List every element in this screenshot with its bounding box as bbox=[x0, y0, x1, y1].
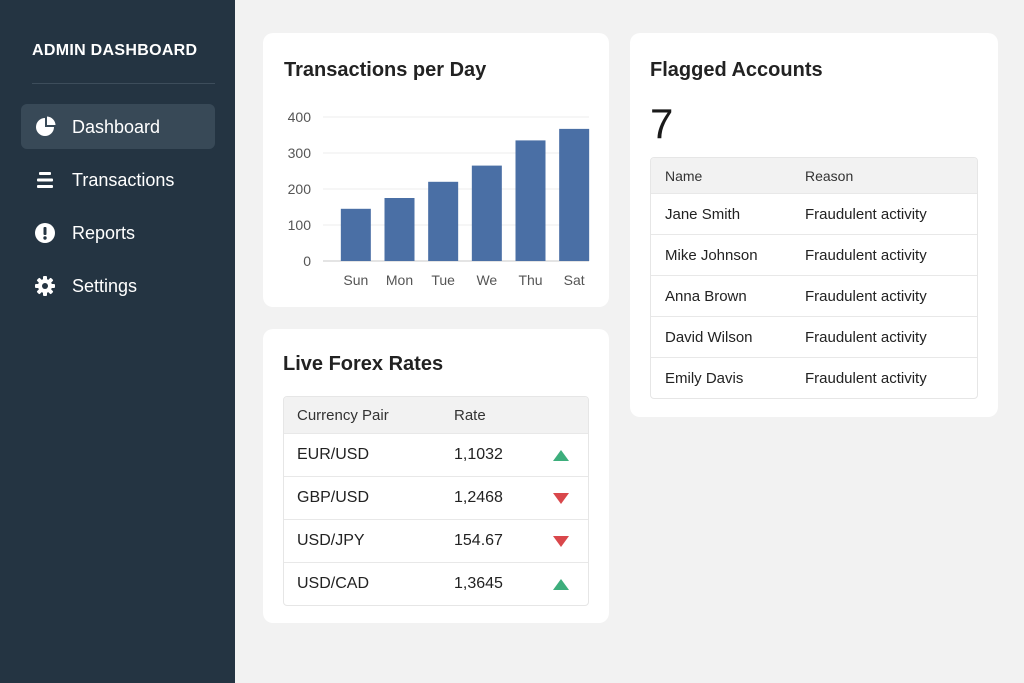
flag-reason: Fraudulent activity bbox=[805, 328, 927, 346]
card-title: Flagged Accounts bbox=[650, 59, 823, 81]
pie-chart-icon bbox=[34, 116, 56, 138]
bar-sat bbox=[559, 128, 590, 261]
table-row[interactable]: Mike Johnson Fraudulent activity bbox=[651, 234, 977, 275]
x-tick-label: Tue bbox=[431, 272, 455, 288]
bar-thu bbox=[515, 140, 546, 261]
trend-down-icon bbox=[553, 492, 569, 504]
sidebar-item-dashboard[interactable]: Dashboard bbox=[21, 104, 215, 149]
y-tick-label: 200 bbox=[288, 181, 312, 197]
y-tick-label: 300 bbox=[288, 145, 312, 161]
column-header-rate: Rate bbox=[454, 406, 486, 424]
x-tick-label: Sun bbox=[343, 272, 368, 288]
account-name: Anna Brown bbox=[665, 287, 747, 305]
sidebar-item-transactions[interactable]: Transactions bbox=[21, 157, 215, 202]
brand-title: ADMIN DASHBOARD bbox=[32, 42, 198, 59]
forex-card: Live Forex Rates Currency Pair Rate EUR/… bbox=[263, 329, 609, 623]
currency-pair: USD/JPY bbox=[297, 532, 365, 549]
trend-up-icon bbox=[553, 449, 569, 461]
sidebar: ADMIN DASHBOARD Dashboard Transactions bbox=[0, 0, 235, 683]
rate-value: 1,1032 bbox=[454, 446, 503, 463]
bar-tue bbox=[428, 181, 459, 261]
table-row[interactable]: Anna Brown Fraudulent activity bbox=[651, 275, 977, 316]
card-title: Live Forex Rates bbox=[283, 353, 444, 375]
divider bbox=[32, 83, 215, 84]
flag-reason: Fraudulent activity bbox=[805, 246, 927, 264]
y-tick-label: 400 bbox=[288, 109, 312, 125]
x-tick-label: Sat bbox=[564, 272, 585, 288]
account-name: David Wilson bbox=[665, 328, 753, 346]
currency-pair: USD/CAD bbox=[297, 575, 370, 592]
rate-value: 154.67 bbox=[454, 532, 503, 549]
table-row[interactable]: USD/JPY 154.67 bbox=[284, 519, 588, 562]
sidebar-item-label: Dashboard bbox=[72, 116, 161, 137]
flagged-table: Name Reason Jane Smith Fraudulent activi… bbox=[650, 157, 978, 399]
currency-pair: EUR/USD bbox=[297, 446, 370, 463]
flag-reason: Fraudulent activity bbox=[805, 205, 927, 223]
table-row[interactable]: Jane Smith Fraudulent activity bbox=[651, 193, 977, 234]
account-name: Emily Davis bbox=[665, 369, 744, 387]
trend-down-icon bbox=[553, 535, 569, 547]
y-tick-label: 100 bbox=[288, 217, 312, 233]
table-row[interactable]: David Wilson Fraudulent activity bbox=[651, 316, 977, 357]
x-tick-label: Thu bbox=[518, 272, 542, 288]
account-name: Jane Smith bbox=[665, 205, 741, 223]
bar-we bbox=[471, 165, 502, 261]
x-tick-label: We bbox=[476, 272, 497, 288]
column-header-pair: Currency Pair bbox=[297, 406, 389, 424]
table-header: Currency Pair Rate bbox=[284, 397, 588, 433]
sidebar-item-label: Transactions bbox=[72, 169, 175, 190]
sidebar-item-label: Reports bbox=[72, 222, 136, 243]
table-row[interactable]: GBP/USD 1,2468 bbox=[284, 476, 588, 519]
table-header: Name Reason bbox=[651, 158, 977, 193]
flag-reason: Fraudulent activity bbox=[805, 369, 927, 387]
bar-sun bbox=[340, 208, 371, 261]
sidebar-nav: Dashboard Transactions Reports bbox=[21, 104, 215, 316]
account-name: Mike Johnson bbox=[665, 246, 758, 264]
currency-pair: GBP/USD bbox=[297, 489, 370, 506]
transactions-chart: 0 100 200 300 400 Sun Mon Tue We Thu Sat bbox=[288, 109, 590, 288]
transactions-card: 0 100 200 300 400 Sun Mon Tue We Thu Sat Transact… bbox=[263, 33, 609, 307]
alert-icon bbox=[34, 222, 56, 244]
table-row[interactable]: EUR/USD 1,1032 bbox=[284, 433, 588, 476]
column-header-name: Name bbox=[665, 167, 703, 184]
sidebar-item-reports[interactable]: Reports bbox=[21, 210, 215, 255]
flag-reason: Fraudulent activity bbox=[805, 287, 927, 305]
flagged-accounts-card: Flagged Accounts 7 Name Reason Jane Smit… bbox=[630, 33, 998, 417]
bar-mon bbox=[384, 198, 415, 261]
sidebar-item-settings[interactable]: Settings bbox=[21, 263, 215, 308]
forex-table: Currency Pair Rate EUR/USD 1,1032 GBP/US… bbox=[283, 396, 589, 606]
column-header-reason: Reason bbox=[805, 167, 854, 184]
sidebar-item-label: Settings bbox=[72, 275, 138, 296]
y-tick-label: 0 bbox=[303, 253, 311, 269]
table-row[interactable]: Emily Davis Fraudulent activity bbox=[651, 357, 977, 398]
rate-value: 1,3645 bbox=[454, 575, 503, 592]
card-title: Transactions per Day bbox=[284, 59, 487, 81]
gear-icon bbox=[34, 275, 56, 297]
x-tick-label: Mon bbox=[386, 272, 413, 288]
list-icon bbox=[34, 169, 56, 191]
flagged-count: 7 bbox=[650, 100, 674, 147]
rate-value: 1,2468 bbox=[454, 489, 503, 506]
table-row[interactable]: USD/CAD 1,3645 bbox=[284, 562, 588, 605]
trend-up-icon bbox=[553, 578, 569, 590]
